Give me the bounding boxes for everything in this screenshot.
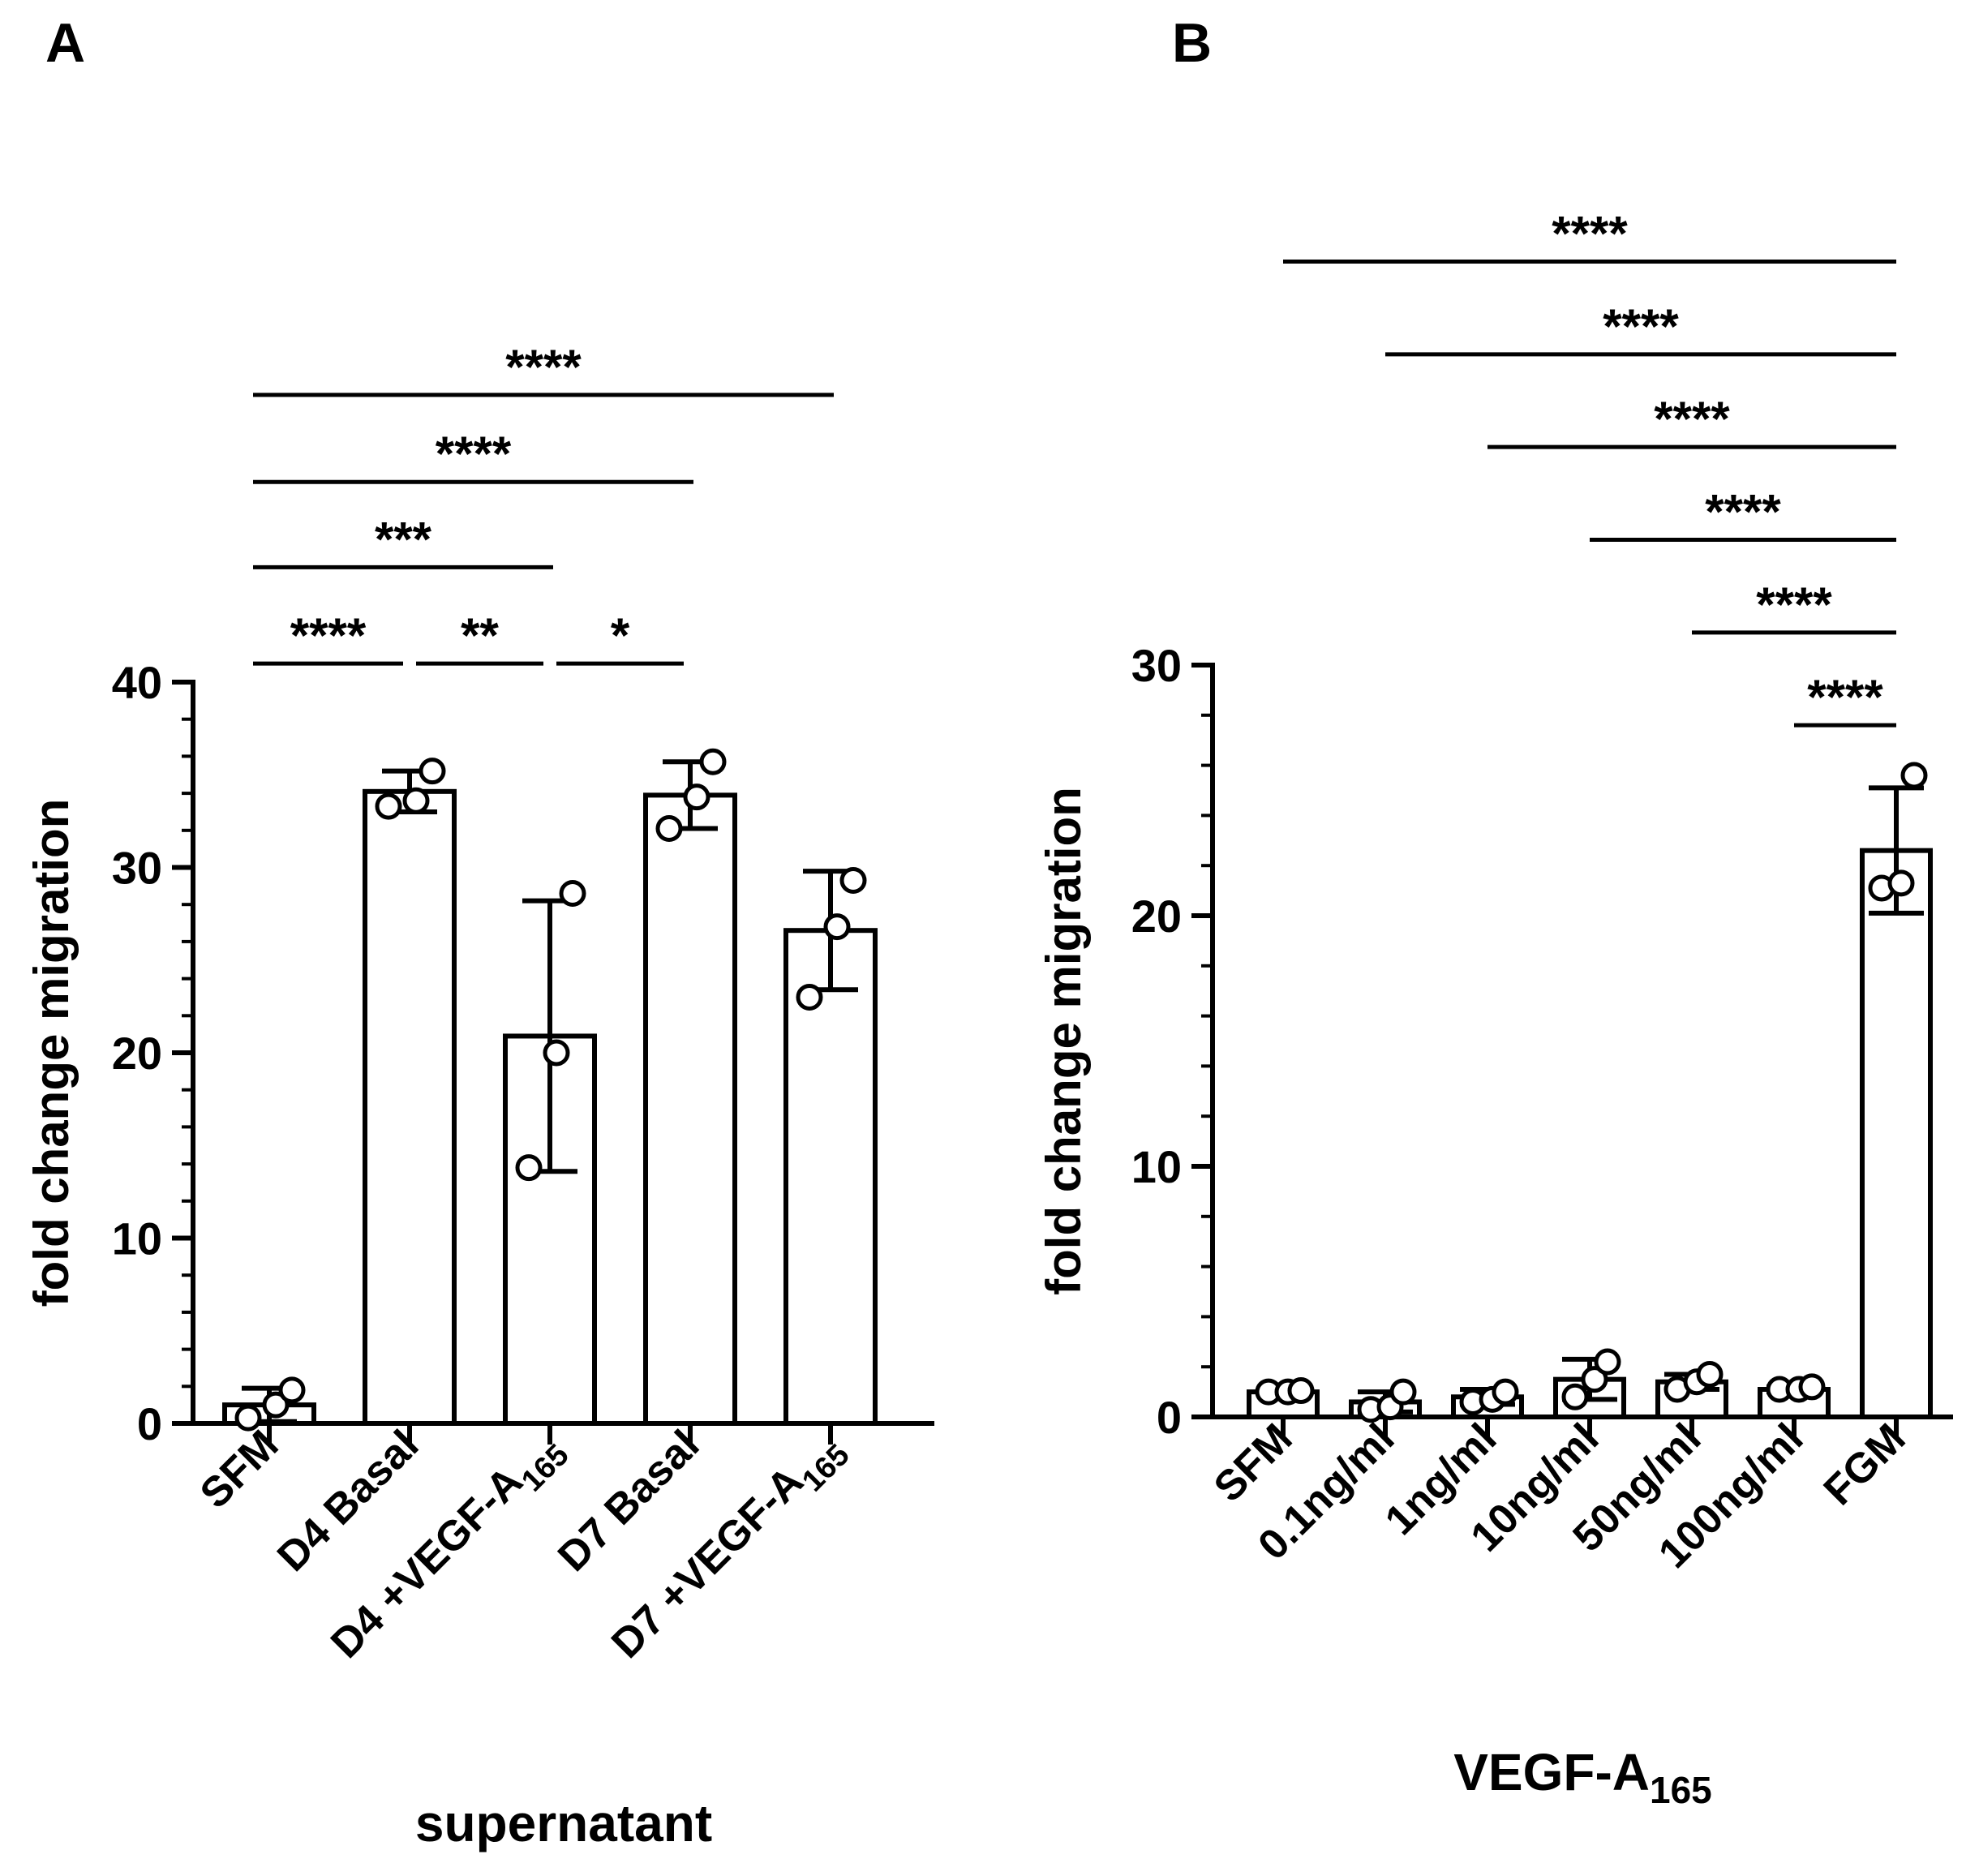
chart-b-x-axis-label-sub: 165 (1650, 1769, 1712, 1811)
chart-a-y-tick-label: 20 (112, 1028, 162, 1079)
chart-b-category-label: FGM (1815, 1415, 1915, 1514)
chart-a-data-point (543, 1039, 570, 1067)
chart-a-y-axis-label: fold change migration (24, 799, 79, 1307)
chart-b-significance-label: **** (1705, 485, 1781, 539)
chart-b-data-point (1696, 1360, 1724, 1388)
chart-b-significance-label: **** (1603, 299, 1679, 354)
chart-b-significance-label: **** (1807, 670, 1883, 724)
chart-a-x-axis-label: supernatant (415, 1794, 712, 1852)
chart-b: fold change migration VEGF-A165 0 10 20 30 S… (1037, 207, 1953, 1811)
chart-a-significance-label: *** (375, 512, 432, 566)
chart-b-data-point (1798, 1373, 1826, 1401)
chart-a-data-point (559, 879, 586, 907)
chart-b-data-point (1389, 1378, 1417, 1406)
chart-a-bar (643, 792, 737, 1426)
chart-a-data-point (419, 758, 446, 785)
chart-b-y-axis-label: fold change migration (1037, 787, 1091, 1295)
chart-a-significance-label: **** (436, 427, 512, 481)
chart-a-data-point (683, 783, 710, 811)
chart-a-data-point (796, 983, 823, 1011)
chart-a-data-point (234, 1404, 262, 1432)
chart-a-data-point (699, 748, 727, 775)
panel-letter-b: B (1172, 12, 1212, 74)
chart-a-y-tick-label: 0 (137, 1398, 162, 1449)
chart-b-category-label: SFM (1205, 1415, 1302, 1511)
chart-b-y-tick-label: 10 (1131, 1141, 1182, 1192)
chart-b-x-axis-label-main: VEGF-A (1453, 1743, 1650, 1801)
chart-b-y-tick-label: 30 (1131, 640, 1182, 691)
chart-a-significance-label: ** (461, 608, 499, 663)
chart-b-bar (1860, 848, 1933, 1420)
chart-b-category-label-main: FGM (1815, 1415, 1915, 1514)
chart-a-data-point (278, 1376, 306, 1404)
chart-a-data-point (839, 866, 867, 894)
chart-a-data-point (655, 815, 683, 843)
chart-b-data-point (1561, 1383, 1589, 1410)
chart-a-data-point (402, 787, 430, 814)
chart-a-y-tick-label: 10 (112, 1213, 162, 1264)
chart-a-category-label-main: SFM (191, 1421, 288, 1518)
chart-b-category-label-main: SFM (1205, 1415, 1302, 1511)
chart-b-data-point (1287, 1377, 1315, 1405)
chart-b-y-tick-label: 0 (1157, 1392, 1182, 1443)
chart-a-significance-label: * (611, 608, 630, 663)
panel-letter-a: A (45, 12, 85, 74)
chart-a-bar (363, 788, 457, 1426)
chart-a-data-point (823, 913, 851, 941)
chart-b-data-point (1594, 1348, 1621, 1376)
chart-b-data-point (1900, 762, 1928, 789)
chart-b-data-point (1492, 1378, 1519, 1406)
chart-b-significance-label: **** (1552, 207, 1628, 261)
chart-b-significance-label: **** (1654, 392, 1730, 446)
chart-a-significance-label: **** (505, 340, 582, 394)
chart-b-y-tick-label: 20 (1131, 891, 1182, 942)
chart-a: fold change migration supernatant 0 10 20 3… (24, 340, 934, 1852)
chart-a-significance-label: **** (290, 608, 367, 663)
chart-a-category-label: SFM (191, 1421, 288, 1518)
chart-b-data-point (1887, 869, 1915, 897)
chart-a-y-tick-label: 30 (112, 843, 162, 894)
chart-a-data-point (375, 792, 402, 820)
chart-a-y-tick-label: 40 (112, 657, 162, 708)
chart-a-data-point (262, 1391, 290, 1419)
chart-a-data-point (515, 1154, 543, 1182)
chart-b-x-axis-label: VEGF-A165 (1453, 1743, 1712, 1811)
chart-b-data-point (1581, 1366, 1608, 1393)
chart-b-significance-label: **** (1756, 577, 1832, 632)
